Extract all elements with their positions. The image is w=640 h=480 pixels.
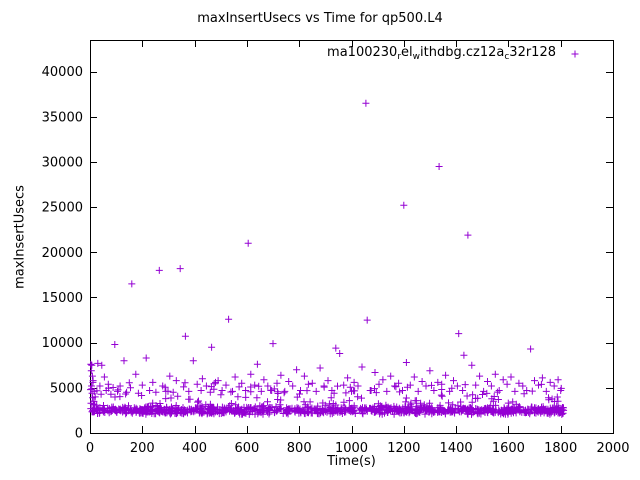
y-tick-label: 10000 bbox=[42, 336, 83, 351]
legend-label-segment: c bbox=[504, 52, 510, 62]
chart-title: maxInsertUsecs vs Time for qp500.L4 bbox=[197, 11, 443, 26]
x-tick-label: 1600 bbox=[492, 441, 525, 456]
x-tick-label: 200 bbox=[130, 441, 155, 456]
legend-label: ma100230relwithdbg.cz12ac32r128 bbox=[327, 45, 556, 62]
y-tick-label: 15000 bbox=[42, 291, 83, 306]
plot-border bbox=[90, 40, 614, 434]
legend-marker-icon bbox=[571, 50, 579, 57]
legend: ma100230relwithdbg.cz12ac32r128 bbox=[327, 45, 583, 62]
y-tick-label: 0 bbox=[75, 427, 83, 442]
x-axis-label: Time(s) bbox=[327, 454, 376, 469]
y-tick-label: 35000 bbox=[42, 110, 83, 125]
y-tick-label: 25000 bbox=[42, 201, 83, 216]
x-tick-label: 1000 bbox=[335, 441, 368, 456]
y-tick-label: 20000 bbox=[42, 246, 83, 261]
x-tick-label: 400 bbox=[182, 441, 207, 456]
x-tick-label: 800 bbox=[287, 441, 312, 456]
x-tick-label: 1400 bbox=[440, 441, 473, 456]
legend-label-segment: ma100230 bbox=[327, 45, 398, 60]
legend-marker-plus bbox=[571, 50, 579, 57]
legend-label-segment: 32r128 bbox=[509, 45, 556, 60]
x-tick-label: 2000 bbox=[596, 441, 629, 456]
x-tick-label: 600 bbox=[234, 441, 259, 456]
legend-label-segment: el bbox=[401, 45, 413, 60]
x-tick-label: 1200 bbox=[387, 441, 420, 456]
legend-label-segment: w bbox=[412, 52, 421, 62]
tick-marks bbox=[90, 40, 614, 434]
x-tick-label: 1800 bbox=[544, 441, 577, 456]
legend-label-segment: ithdbg.cz12a bbox=[420, 45, 505, 60]
series-points bbox=[87, 99, 568, 418]
y-tick-label: 30000 bbox=[42, 155, 83, 170]
y-tick-label: 40000 bbox=[42, 65, 83, 80]
y-tick-label: 5000 bbox=[50, 381, 83, 396]
legend-label-segment: r bbox=[397, 52, 402, 62]
x-tick-label: 0 bbox=[86, 441, 94, 456]
